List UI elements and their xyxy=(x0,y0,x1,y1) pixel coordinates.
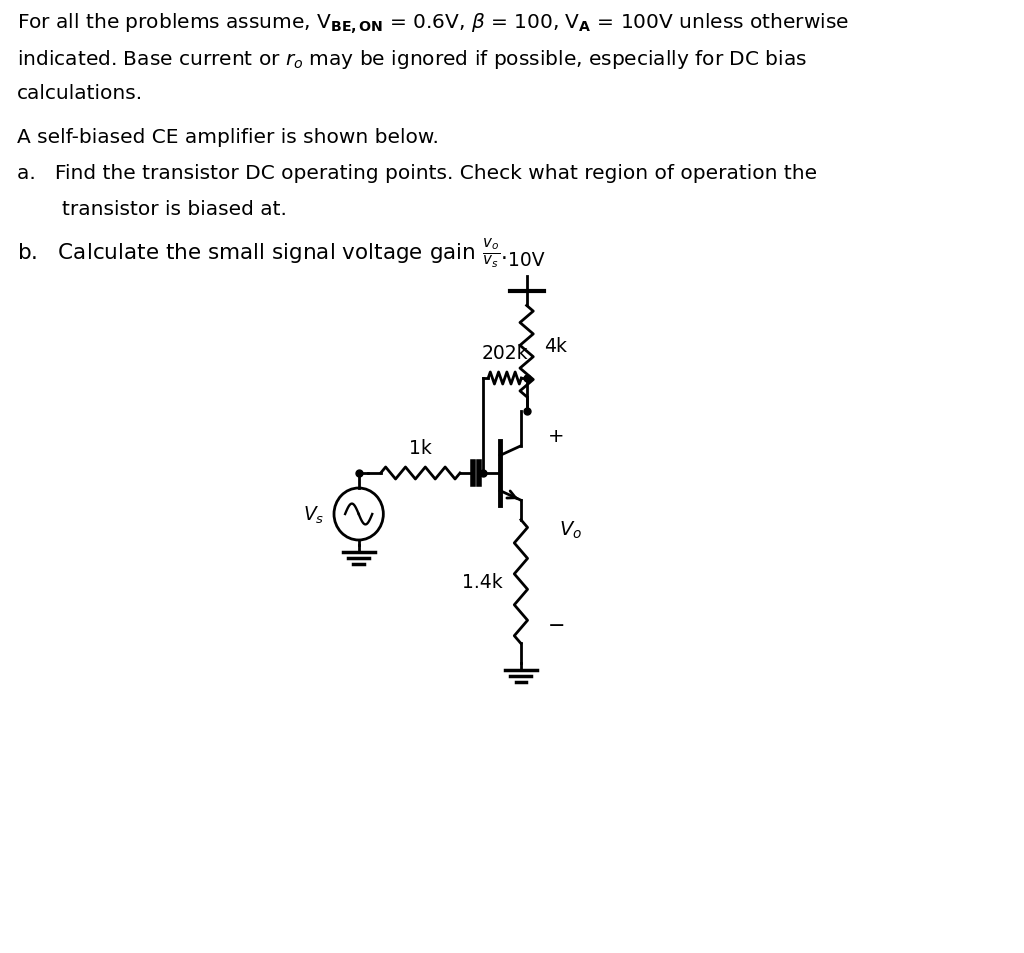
Text: $V_s$: $V_s$ xyxy=(303,504,325,525)
Text: $-$: $-$ xyxy=(548,614,565,634)
Text: +: + xyxy=(548,427,564,446)
Text: A self-biased CE amplifier is shown below.: A self-biased CE amplifier is shown belo… xyxy=(17,128,439,147)
Text: 1k: 1k xyxy=(409,438,432,457)
Text: 10V: 10V xyxy=(508,251,545,270)
Text: indicated. Base current or $r_o$ may be ignored if possible, especially for DC b: indicated. Base current or $r_o$ may be … xyxy=(17,48,807,71)
Text: b.   Calculate the small signal voltage gain $\frac{v_o}{v_s}$.: b. Calculate the small signal voltage ga… xyxy=(17,235,507,270)
Text: calculations.: calculations. xyxy=(17,84,143,103)
Text: transistor is biased at.: transistor is biased at. xyxy=(61,200,287,219)
Text: 1.4k: 1.4k xyxy=(462,573,503,592)
Text: 202k: 202k xyxy=(481,344,528,363)
Text: $V_o$: $V_o$ xyxy=(559,519,582,540)
Text: For all the problems assume, V$_{\mathbf{BE,ON}}$ = 0.6V, $\beta$ = 100, V$_{\ma: For all the problems assume, V$_{\mathbf… xyxy=(17,12,849,36)
Text: a.   Find the transistor DC operating points. Check what region of operation the: a. Find the transistor DC operating poin… xyxy=(17,164,817,183)
Text: 4k: 4k xyxy=(544,337,566,356)
